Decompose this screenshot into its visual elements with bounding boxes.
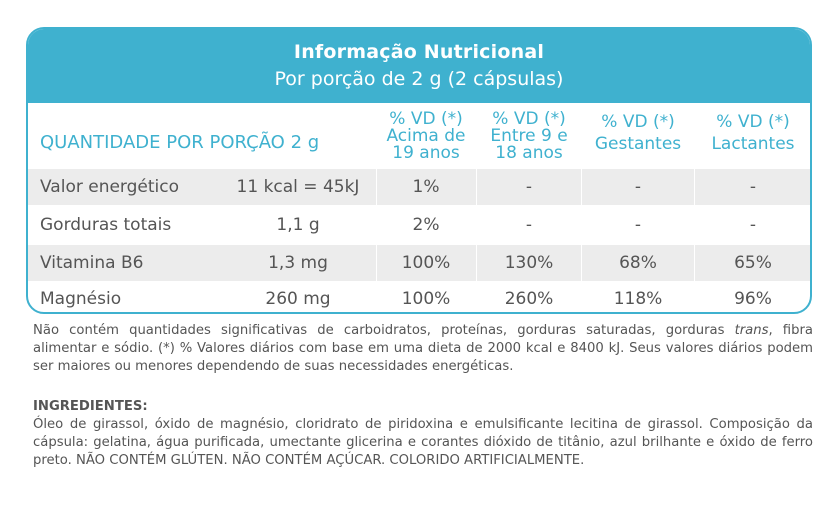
nutrient-amount: 1,1 g <box>276 215 320 235</box>
vd-pregnant-header: % VD (*) Gestantes <box>583 111 693 155</box>
table-row: Gorduras totais 1,1 g 2% - - - <box>28 207 810 243</box>
ingredients-section: INGREDIENTES: Óleo de girassol, óxido de… <box>33 398 813 470</box>
nutrient-name: Magnésio <box>40 289 122 309</box>
vd-teen-value: 130% <box>504 253 554 273</box>
vd-teen-value: - <box>525 177 533 197</box>
vd-pregnant-value: 68% <box>619 253 657 273</box>
vd-teen-header-line3: 18 anos <box>495 143 563 163</box>
nutrient-name: Valor energético <box>40 177 180 197</box>
footnote: Não contém quantidades significativas de… <box>33 322 813 376</box>
nutrient-name: Vitamina B6 <box>40 253 144 273</box>
footnote-text-2: , fibra alimentar e sódio. (*) % Valores… <box>33 323 813 374</box>
vd-adult-header: % VD (*) Acima de 19 anos <box>378 111 474 162</box>
footnote-italic: trans <box>734 323 769 338</box>
label-subtitle: Por porção de 2 g (2 cápsulas) <box>274 68 564 90</box>
column-divider <box>694 169 695 312</box>
label-header: Informação Nutricional Por porção de 2 g… <box>28 29 810 103</box>
nutrient-amount: 260 mg <box>265 289 331 309</box>
table-row: Vitamina B6 1,3 mg 100% 130% 68% 65% <box>28 245 810 281</box>
nutrient-amount: 1,3 mg <box>268 253 328 273</box>
vd-pregnant-value: 118% <box>613 289 663 309</box>
column-divider <box>476 169 477 312</box>
vd-lactating-value: - <box>749 177 757 197</box>
nutrient-name: Gorduras totais <box>40 215 172 235</box>
vd-teen-header-line1: % VD (*) <box>492 109 566 129</box>
quantity-column-header: QUANTIDADE POR PORÇÃO 2 g <box>40 132 320 153</box>
vd-lactating-value: 65% <box>734 253 772 273</box>
vd-lactating-value: 96% <box>734 289 772 309</box>
vd-lactating-header-line2: Lactantes <box>711 134 795 154</box>
table-row: Magnésio 260 mg 100% 260% 118% 96% <box>28 281 810 312</box>
vd-pregnant-header-line1: % VD (*) <box>601 112 675 132</box>
nutrient-amount: 11 kcal = 45kJ <box>236 177 360 197</box>
vd-adult-value: 2% <box>412 215 440 235</box>
ingredients-text: Óleo de girassol, óxido de magnésio, clo… <box>33 417 813 468</box>
column-divider <box>581 169 582 312</box>
vd-adult-header-line2: Acima de <box>386 126 466 146</box>
vd-pregnant-header-line2: Gestantes <box>594 134 682 154</box>
column-divider <box>376 169 377 312</box>
vd-adult-value: 100% <box>401 289 451 309</box>
vd-adult-value: 1% <box>412 177 440 197</box>
vd-lactating-header: % VD (*) Lactantes <box>696 111 810 155</box>
vd-lactating-value: - <box>749 215 757 235</box>
vd-pregnant-value: - <box>634 177 642 197</box>
ingredients-title: INGREDIENTES: <box>33 399 148 414</box>
vd-teen-value: - <box>525 215 533 235</box>
vd-adult-header-line3: 19 anos <box>392 143 460 163</box>
nutrition-label: Informação Nutricional Por porção de 2 g… <box>26 27 812 314</box>
label-title: Informação Nutricional <box>293 41 545 63</box>
footnote-text-1: Não contém quantidades significativas de… <box>33 323 735 338</box>
vd-teen-value: 260% <box>504 289 554 309</box>
vd-teen-header: % VD (*) Entre 9 e 18 anos <box>478 111 580 162</box>
vd-adult-value: 100% <box>401 253 451 273</box>
vd-pregnant-value: - <box>634 215 642 235</box>
vd-teen-header-line2: Entre 9 e <box>490 126 568 146</box>
table-row: Valor energético 11 kcal = 45kJ 1% - - - <box>28 169 810 205</box>
vd-adult-header-line1: % VD (*) <box>389 109 463 129</box>
vd-lactating-header-line1: % VD (*) <box>716 112 790 132</box>
